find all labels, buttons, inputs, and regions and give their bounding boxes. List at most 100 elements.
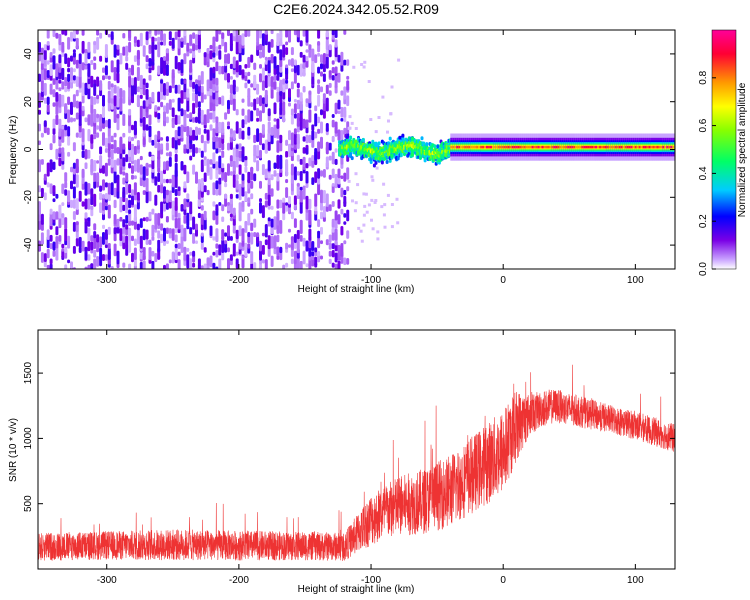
heatmap-cell <box>64 172 68 183</box>
heatmap-cell <box>49 83 53 95</box>
heatmap-cell <box>116 86 120 100</box>
heatmap-cell <box>308 198 312 210</box>
heatmap-cell <box>180 59 184 74</box>
heatmap-cell <box>209 225 213 236</box>
heatmap-cell <box>539 145 542 149</box>
heatmap-cell <box>247 71 251 77</box>
heatmap-cell <box>93 223 97 231</box>
heatmap-cell <box>241 228 245 241</box>
heatmap-cell <box>40 232 44 245</box>
heatmap-cell <box>165 227 169 234</box>
heatmap-cell <box>383 203 387 207</box>
heatmap-cell <box>72 199 76 209</box>
heatmap-cell <box>279 49 283 61</box>
heatmap-cell <box>64 264 68 269</box>
heatmap-cell <box>125 235 129 249</box>
heatmap-cell <box>227 99 230 110</box>
heatmap-cell <box>308 228 312 241</box>
heatmap-cell <box>495 145 499 149</box>
heatmap-cell <box>478 145 481 149</box>
heatmap-cell <box>241 119 245 129</box>
x-tick-label: -300 <box>97 275 117 286</box>
heatmap-cell <box>195 126 198 136</box>
heatmap-cell <box>346 95 350 107</box>
y-tick-label: -20 <box>23 190 34 205</box>
heatmap-cell <box>174 55 178 70</box>
heatmap-cell <box>168 85 172 93</box>
heatmap-cell <box>218 44 222 50</box>
heatmap-cell <box>666 145 669 149</box>
heatmap-cell <box>43 192 47 201</box>
heatmap-cell <box>521 145 524 149</box>
heatmap-cell <box>603 145 606 149</box>
heatmap-cell <box>241 173 245 181</box>
heatmap-cell <box>177 186 181 192</box>
heatmap-cell <box>267 121 271 134</box>
heatmap-cell <box>113 44 117 58</box>
heatmap-cell <box>302 156 306 168</box>
colorbar-label: Normalized spectral amplitude <box>737 82 748 217</box>
heatmap-cell <box>177 84 181 94</box>
heatmap-cell <box>317 219 321 228</box>
heatmap-cell <box>186 88 190 98</box>
heatmap-cell <box>299 235 303 242</box>
heatmap-cell <box>96 76 100 87</box>
heatmap-cell <box>250 180 254 189</box>
heatmap-cell <box>46 248 50 259</box>
heatmap-cell <box>238 150 242 158</box>
heatmap-cell <box>122 262 126 268</box>
heatmap-cell <box>200 205 204 211</box>
heatmap-cell <box>401 133 405 138</box>
heatmap-cell <box>331 135 335 143</box>
heatmap-cell <box>107 118 111 129</box>
heatmap-cell <box>253 173 257 182</box>
heatmap-cell <box>288 244 291 248</box>
heatmap-cell <box>72 94 76 108</box>
heatmap-cell <box>360 239 364 243</box>
heatmap-cell <box>238 41 242 54</box>
heatmap-cell <box>299 63 303 77</box>
heatmap-cell <box>215 204 219 212</box>
heatmap-cell <box>171 117 175 123</box>
heatmap-cell <box>296 82 300 89</box>
heatmap-cell <box>93 249 97 258</box>
heatmap-cell <box>320 109 323 116</box>
heatmap-cell <box>636 145 639 149</box>
heatmap-cell <box>482 145 485 149</box>
heatmap-cell <box>328 250 332 257</box>
heatmap-cell <box>282 201 286 214</box>
heatmap-cell <box>148 191 152 202</box>
heatmap-cell <box>311 155 315 162</box>
heatmap-cell <box>374 199 378 202</box>
heatmap-cell <box>599 145 602 149</box>
heatmap-cell <box>247 213 251 226</box>
heatmap-cell <box>93 235 97 249</box>
heatmap-cell <box>346 186 350 192</box>
heatmap-cell <box>224 182 228 188</box>
heatmap-cell <box>302 118 306 129</box>
heatmap-cell <box>209 67 213 81</box>
heatmap-cell <box>183 144 187 149</box>
x-tick-label: -100 <box>361 275 381 286</box>
heatmap-cell <box>343 86 347 100</box>
heatmap-cell <box>209 124 213 131</box>
heatmap-cell <box>215 249 219 258</box>
heatmap-cell <box>331 184 335 193</box>
heatmap-cell <box>46 41 50 46</box>
heatmap-cell <box>70 199 73 209</box>
heatmap-cell <box>49 212 53 227</box>
heatmap-cell <box>484 145 487 149</box>
heatmap-cell <box>555 145 558 149</box>
colorbar-tick-label: 0.6 <box>698 118 709 132</box>
heatmap-cell <box>276 173 280 182</box>
heatmap-cell <box>282 264 286 269</box>
heatmap-cell <box>72 211 76 220</box>
heatmap-cell <box>165 81 169 90</box>
heatmap-cell <box>154 134 158 144</box>
heatmap-cell <box>224 240 228 245</box>
colorbar-tick-label: 0.0 <box>698 262 709 276</box>
heatmap-cell <box>293 233 297 243</box>
heatmap-cell <box>276 91 280 103</box>
heatmap-cell <box>93 82 97 96</box>
heatmap-cell <box>84 149 88 160</box>
